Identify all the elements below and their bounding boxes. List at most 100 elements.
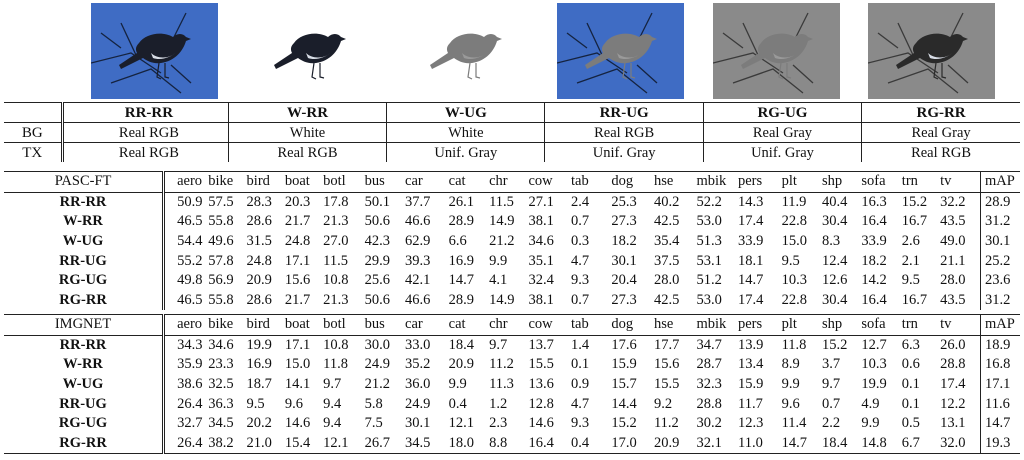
ap-value: 15.6 [284,272,311,289]
ap-value: 0.6 [901,356,920,373]
ap-value: 32.4 [528,272,554,289]
ap-value: 21.3 [323,291,349,308]
ap-value: 55.2 [162,251,209,271]
thumbnail-strip [0,0,1024,100]
ap-value: 21.7 [284,291,311,308]
result-row: RR-RR 34.3 34.6 19.9 17.1 10.8 30.0 33.0 18.4 9.7… [4,335,1020,356]
ap-value: 18.2 [611,233,637,250]
ap-value: 27.3 [611,213,637,230]
ap-value: 16.9 [246,356,272,373]
result-row: RG-RR 46.5 55.8 28.6 21.7 21.3 50.6 46.6 28.9 14.… [4,290,1020,311]
map-value: 19.3 [980,433,1020,455]
ap-value: 16.9 [448,252,475,269]
column-header: tv [940,314,981,336]
ap-value: 52.2 [696,193,722,210]
column-header: bird [246,314,285,336]
condition-header: RG-RR [861,102,1020,123]
column-header: bus [364,314,406,336]
ap-value: 42.1 [405,272,431,289]
ap-value: 30.2 [696,415,722,432]
ap-value: 32.1 [696,433,738,455]
ap-value: 32.0 [940,433,981,455]
ap-value: 14.6 [284,415,311,432]
ap-value: 1.2 [489,395,508,412]
ap-value: 2.6 [901,233,920,250]
ap-value: 25.6 [364,272,390,289]
ap-value: 9.3 [570,415,590,432]
row-label: RR-UG [59,395,107,412]
column-header: tab [570,171,612,193]
ap-value: 14.7 [448,272,475,289]
ap-value: 55.8 [208,291,234,308]
result-row: RR-UG 55.2 57.8 24.8 17.1 11.5 29.9 39.3 16.9 9.9… [4,251,1020,271]
ap-value: 43.5 [940,213,966,230]
ap-value: 38.6 [162,374,209,395]
ap-value: 46.5 [162,212,209,232]
ap-value: 57.8 [208,252,234,269]
condition-value: Unif. Gray [544,142,704,162]
conditions-table: RR-RR W-RR W-UG RR-UG RG-UG RG-RR BG Real RGB Wh… [4,102,1020,162]
ap-value: 27.3 [611,291,637,308]
ap-value: 19.9 [246,336,272,353]
ap-value: 9.9 [781,376,800,393]
ap-value: 33.0 [405,336,431,353]
ap-value: 49.8 [162,270,209,291]
ap-value: 27.0 [323,233,349,250]
ap-value: 38.1 [528,213,554,230]
ap-value: 17.4 [737,291,764,308]
column-header-row: PASC-FT aero bike bird boat botl bus car cat chr c… [4,171,1020,193]
ap-value: 9.3 [570,272,590,289]
ap-value: 9.4 [323,395,342,412]
ap-value: 14.6 [528,415,554,432]
column-header: cat [448,314,490,336]
condition-row: TX Real RGB Real RGB Unif. Gray Unif. Gray Un… [4,142,1020,162]
map-value: 25.2 [980,251,1020,271]
ap-value: 15.2 [901,193,928,210]
ap-value: 49.6 [208,233,234,250]
ap-value: 34.5 [208,415,234,432]
ap-value: 28.7 [696,356,722,373]
double-rule [60,142,70,162]
ap-value: 17.7 [653,336,680,353]
result-row: W-UG 38.6 32.5 18.7 14.1 9.7 21.2 36.0 9.9 11.3 13… [4,374,1020,395]
ap-value: 28.9 [448,291,475,308]
ap-value: 9.9 [489,252,508,269]
row-label: RR-RR [59,336,107,353]
ap-value: 2.3 [489,415,508,432]
ap-value: 15.4 [284,433,324,455]
ap-value: 17.0 [611,433,654,455]
ap-value: 25.3 [611,193,637,210]
ap-value: 62.9 [405,233,431,250]
ap-value: 39.3 [405,252,431,269]
ap-value: 12.2 [940,395,966,412]
ap-value: 2.4 [570,193,590,210]
thumbnail-w-ug [402,3,529,99]
condition-value: Real Gray [702,122,862,143]
column-header: mAP [980,171,1020,193]
result-row: RG-UG 49.8 56.9 20.9 15.6 10.8 25.6 42.1 14.7 4.1… [4,270,1020,291]
bird-image [91,3,218,99]
condition-label: BG [4,122,62,143]
column-header: cow [528,314,571,336]
column-header: trn [901,171,941,193]
column-header-row: IMGNET aero bike bird boat botl bus car cat chr co… [4,314,1020,336]
column-header: sofa [861,314,902,336]
ap-value: 0.4 [448,395,467,412]
ap-value: 4.7 [570,395,590,412]
ap-value: 38.2 [208,433,247,455]
ap-value: 2.1 [901,252,920,269]
ap-value: 13.7 [528,336,554,353]
ap-value: 14.9 [489,291,515,308]
ap-value: 11.8 [323,356,348,373]
ap-value: 9.7 [323,376,342,393]
ap-value: 53.0 [696,213,722,230]
column-header: pers [737,171,782,193]
ap-value: 28.9 [448,213,475,230]
ap-value: 15.0 [781,233,807,250]
ap-value: 0.1 [901,395,920,412]
map-value: 18.9 [980,335,1020,356]
condition-value: Unif. Gray [386,142,545,162]
ap-value: 16.3 [861,193,887,210]
column-header: hse [653,171,697,193]
column-header: hse [653,314,697,336]
